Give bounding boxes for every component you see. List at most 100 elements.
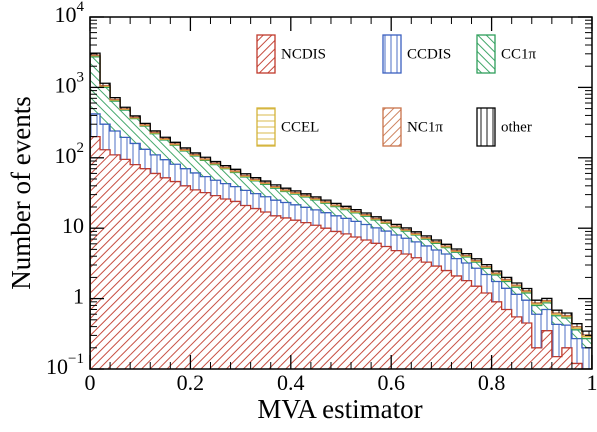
bar-segment [310,196,321,199]
bar-segment [330,203,341,206]
bar-segment [150,173,161,369]
bar-segment [230,172,241,187]
bar-segment [581,331,592,335]
bar-segment [200,157,211,159]
bar-segment [451,258,462,276]
bar-segment [320,200,331,202]
bar-segment [421,262,432,369]
bar-segment [230,169,241,171]
y-tick-label-base: 10 [55,72,77,97]
bar-segment [210,195,221,369]
bar-segment [521,323,532,369]
bar-segment [280,188,291,190]
bar-segment [130,164,141,369]
bar-segment [481,274,492,294]
bar-segment [170,181,181,369]
bar-segment [100,87,111,125]
y-tick-label-base: 10 [46,354,68,379]
bar-segment [411,235,422,242]
bar-segment [300,196,311,208]
bar-segment [561,312,572,316]
bar-segment [441,247,452,255]
bar-segment [511,316,522,369]
bar-segment [511,294,522,317]
bar-segment [471,268,482,287]
bar-segment [551,324,562,357]
bar-segment [381,246,392,369]
bar-segment [260,211,271,369]
x-tick-label: 0 [85,370,96,395]
bar-segment [541,330,552,369]
bar-segment [451,275,462,369]
bar-segment [351,209,362,212]
bar-segment [411,257,422,369]
bar-segment [180,185,191,369]
bar-segment [451,252,462,259]
bar-segment [391,227,402,236]
bar-segment [461,256,472,264]
bar-segment [541,309,552,331]
bar-segment [90,113,101,137]
bar-segment [190,172,201,190]
bar-segment [140,168,151,369]
bar-segment [240,190,251,206]
bar-segment [571,328,582,330]
bar-segment [341,209,352,219]
bar-segment [200,176,211,193]
bar-segment [551,315,562,325]
bar-segment [220,168,231,184]
bar-segment [320,212,331,229]
bar-segment [461,263,472,281]
bar-segment [341,206,352,209]
y-tick-label-base: 10 [55,2,77,27]
bar-segment [190,189,201,369]
y-tick-label: 102 [55,140,85,168]
bar-segment [491,271,502,274]
bar-segment [351,236,362,369]
bar-segment [170,164,181,182]
bar-segment [371,216,382,219]
y-tick-label: 1 [73,284,84,309]
bar-segment [170,145,181,165]
bars [90,52,592,369]
bar-segment [471,258,482,261]
legend-swatch [256,34,276,74]
bar-segment [421,235,432,238]
bar-segment [190,156,201,173]
bar-segment [100,124,111,150]
bar-segment [120,110,131,138]
bar-segment [290,220,301,369]
y-tick-label: 10−1 [46,351,84,379]
bar-segment [581,338,592,348]
bar-segment [300,207,311,223]
bar-segment [280,191,291,203]
bar-segment [491,301,502,369]
bar-segment [280,217,291,369]
bar-segment [270,188,281,201]
bar-segment [310,209,321,226]
legend-label: other [501,119,532,135]
bar-segment [381,231,392,247]
x-tick-label: 0.6 [377,370,405,395]
bar-segment [230,186,241,202]
legend-swatch [476,107,496,147]
bar-segment [120,159,131,369]
bar-segment [571,329,582,339]
bar-segment [401,231,412,239]
bar-segment [441,270,452,369]
bar-segment [330,215,341,232]
bar-segment [320,228,331,369]
y-tick-label-exponent: 4 [77,0,85,15]
bar-segment [461,280,472,369]
y-axis-label: Number of events [6,96,36,289]
bar-segment [140,149,151,169]
bar-segment [551,314,562,316]
bar-segment [571,326,582,329]
bar-segment [300,193,311,196]
bar-segment [371,243,382,369]
bar-segment [260,184,271,197]
bar-segment [180,168,191,186]
bar-segment [421,245,432,263]
bar-segment [451,248,462,251]
bar-segment [150,130,161,133]
